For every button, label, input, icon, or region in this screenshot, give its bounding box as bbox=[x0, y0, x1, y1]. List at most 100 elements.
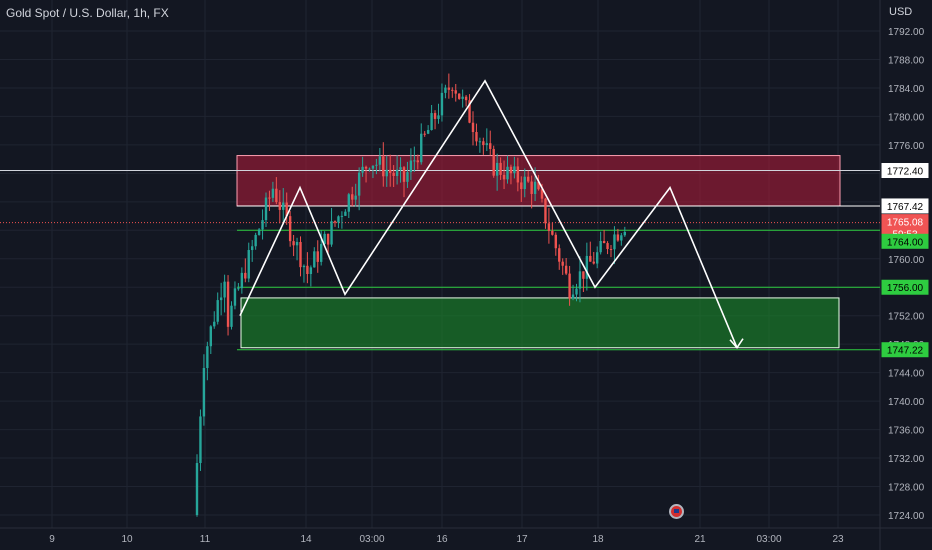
candle bbox=[337, 216, 340, 223]
candle bbox=[285, 202, 288, 217]
candle bbox=[251, 246, 254, 251]
chart-title: Gold Spot / U.S. Dollar, 1h, FX bbox=[6, 6, 169, 20]
candles bbox=[195, 73, 626, 517]
candle bbox=[482, 141, 485, 146]
candle bbox=[561, 261, 564, 266]
time-tick-label: 14 bbox=[300, 534, 312, 545]
candle bbox=[516, 166, 520, 183]
candle bbox=[320, 244, 323, 262]
candle bbox=[489, 143, 492, 149]
time-tick-label: 21 bbox=[694, 534, 706, 545]
price-label-box bbox=[881, 342, 929, 358]
candle bbox=[523, 176, 526, 190]
candle bbox=[323, 233, 326, 245]
candle bbox=[223, 281, 226, 298]
price-label-text: 1765.08 bbox=[887, 218, 924, 229]
candle bbox=[520, 182, 523, 190]
candle bbox=[392, 172, 395, 176]
candle bbox=[513, 166, 516, 174]
price-tick-label: 1724.00 bbox=[888, 511, 925, 522]
candle bbox=[564, 265, 568, 274]
candle bbox=[613, 234, 616, 250]
candle bbox=[464, 96, 468, 101]
candle bbox=[433, 113, 437, 119]
candle bbox=[585, 255, 589, 279]
candle bbox=[219, 297, 223, 301]
candle bbox=[461, 96, 464, 99]
candle bbox=[378, 156, 382, 165]
candle bbox=[468, 100, 471, 123]
candle bbox=[202, 368, 206, 417]
candle bbox=[382, 156, 385, 177]
candle bbox=[413, 160, 416, 162]
candle bbox=[609, 248, 613, 250]
candle bbox=[306, 265, 309, 274]
candle bbox=[344, 211, 347, 216]
candle bbox=[575, 288, 578, 295]
candle bbox=[282, 202, 285, 210]
candle bbox=[458, 93, 461, 99]
candle bbox=[437, 115, 440, 119]
candle bbox=[530, 181, 533, 194]
candle bbox=[361, 166, 364, 173]
candle bbox=[199, 416, 202, 464]
candle bbox=[247, 250, 250, 279]
candle bbox=[620, 235, 623, 241]
candle bbox=[389, 169, 392, 173]
candle bbox=[206, 346, 209, 369]
price-label-text: 1747.22 bbox=[887, 346, 924, 357]
candle bbox=[316, 251, 319, 262]
support-zone bbox=[240, 297, 840, 349]
candle bbox=[558, 248, 561, 262]
candle bbox=[499, 162, 502, 175]
candle bbox=[244, 272, 247, 279]
candle bbox=[268, 197, 271, 199]
price-label-box bbox=[881, 279, 929, 295]
candle bbox=[509, 166, 513, 174]
candle bbox=[551, 230, 554, 235]
candle bbox=[385, 169, 388, 177]
candle bbox=[399, 167, 402, 170]
candle bbox=[233, 288, 237, 306]
candle bbox=[275, 188, 278, 203]
candle bbox=[240, 272, 244, 289]
candle bbox=[292, 241, 295, 246]
candle bbox=[547, 223, 551, 231]
us-flag-icon[interactable] bbox=[669, 504, 684, 519]
candle bbox=[351, 194, 354, 200]
price-tick-label: 1788.00 bbox=[888, 55, 925, 66]
candle bbox=[254, 234, 257, 247]
candle bbox=[537, 181, 540, 190]
candle bbox=[444, 87, 447, 93]
time-tick-label: 10 bbox=[121, 534, 133, 545]
price-tick-label: 1740.00 bbox=[888, 397, 925, 408]
candle bbox=[226, 281, 230, 327]
candle bbox=[475, 132, 478, 142]
price-tick-label: 1744.00 bbox=[888, 369, 925, 380]
candle bbox=[506, 166, 509, 180]
candle bbox=[471, 122, 475, 133]
price-label-box bbox=[881, 233, 929, 249]
time-tick-label: 11 bbox=[200, 534, 211, 545]
candle bbox=[451, 89, 454, 91]
price-label-text: 1767.42 bbox=[887, 202, 924, 213]
candle bbox=[554, 234, 557, 249]
candle bbox=[616, 234, 620, 241]
candle bbox=[299, 241, 302, 268]
candle bbox=[330, 221, 333, 245]
candle bbox=[364, 166, 368, 169]
time-tick-label: 9 bbox=[49, 534, 55, 545]
candle bbox=[288, 216, 292, 242]
pattern-path bbox=[239, 79, 738, 349]
candle bbox=[333, 221, 337, 223]
candle bbox=[402, 167, 406, 182]
candle bbox=[540, 189, 544, 199]
candle bbox=[478, 141, 482, 143]
candle bbox=[368, 168, 371, 170]
price-label-box bbox=[881, 163, 929, 179]
candle bbox=[357, 172, 361, 196]
candle bbox=[592, 261, 595, 264]
price-tick-label: 1732.00 bbox=[888, 454, 925, 465]
candle bbox=[295, 241, 299, 246]
